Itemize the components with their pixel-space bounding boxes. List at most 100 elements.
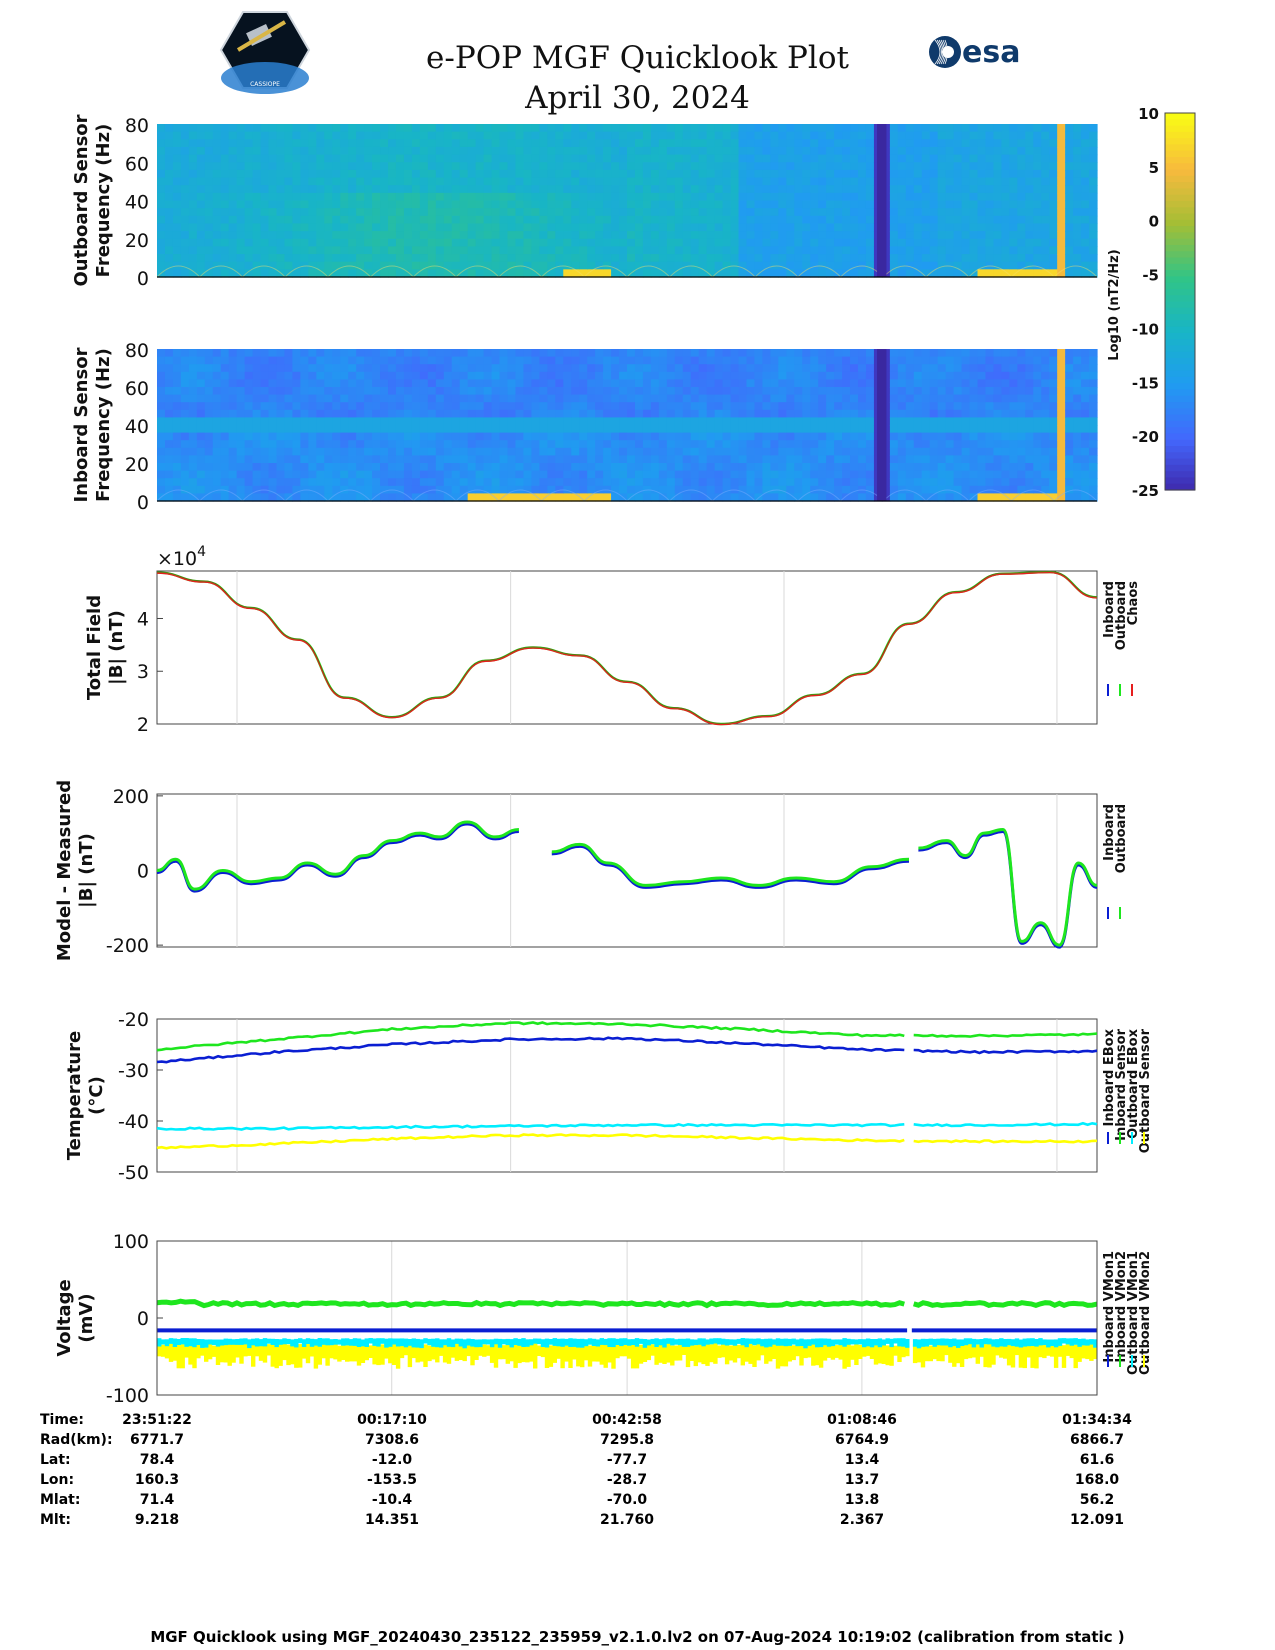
spectrogram-cell	[180, 379, 190, 388]
spectrogram-cell	[212, 231, 222, 240]
spectrogram-cell	[603, 455, 612, 464]
spectrogram-cell	[770, 254, 779, 263]
spectrogram-cell	[1041, 131, 1050, 140]
spectrogram-cell	[834, 463, 843, 472]
spectrogram-cell	[236, 447, 246, 456]
spectrogram-cell	[969, 146, 979, 156]
spectrogram-cell	[945, 387, 955, 396]
spectrogram-cell	[372, 349, 381, 358]
spectrogram-cell	[547, 246, 556, 255]
spectrogram-cell	[380, 169, 389, 179]
spectrogram-cell	[897, 162, 907, 171]
spectrogram-cell	[411, 139, 421, 148]
spectrogram-cell	[204, 402, 214, 411]
spectrogram-cell	[834, 169, 843, 179]
spectrogram-cell	[865, 478, 875, 487]
spectrogram-cell	[961, 200, 971, 209]
spectrogram-cell	[993, 200, 1003, 209]
spectrogram-cell	[714, 394, 724, 403]
spectrogram-cell	[475, 349, 485, 358]
spectrogram-cell	[324, 440, 333, 449]
spectrogram-cell	[563, 208, 572, 217]
spectrogram-cell	[1057, 254, 1066, 263]
spectrogram-cell	[953, 131, 963, 140]
spectrogram-cell	[364, 215, 373, 225]
spectrogram-cell	[563, 154, 572, 163]
spectrogram-cell	[1089, 146, 1098, 156]
spectrogram-cell	[284, 162, 294, 171]
spectrogram-cell	[340, 371, 349, 380]
spectrogram-cell	[850, 215, 859, 225]
spectrogram-cell	[332, 409, 341, 418]
spectrogram-cell	[157, 146, 166, 156]
spectrogram-cell	[403, 185, 413, 194]
spectrogram-cell	[674, 394, 684, 403]
spectrogram-cell	[372, 177, 381, 186]
spectrogram-cell	[810, 425, 819, 434]
spectrogram-cell	[236, 169, 246, 179]
spectrogram-cell	[754, 177, 764, 186]
spectrogram-cell	[539, 154, 548, 163]
spectrogram-cell	[268, 455, 278, 464]
spectrogram-cell	[810, 269, 819, 278]
spectrogram-cell	[435, 493, 445, 502]
spectrogram-cell	[738, 455, 748, 464]
spectrogram-cell	[762, 254, 771, 263]
spectrogram-cell	[435, 177, 445, 186]
spectrogram-cell	[172, 146, 182, 156]
spectrogram-cell	[157, 124, 166, 133]
spectrogram-cell	[539, 269, 548, 278]
spectrogram-cell	[802, 356, 811, 365]
spectrogram-cell	[889, 177, 899, 186]
spectrogram-cell	[634, 124, 644, 133]
spectrogram-cell	[690, 269, 700, 278]
spectrogram-cell	[897, 432, 907, 441]
spectrogram-cell	[579, 440, 588, 449]
spectrogram-cell	[730, 269, 740, 278]
spectrogram-cell	[451, 162, 461, 171]
spectrogram-cell	[730, 478, 740, 487]
spectrogram-cell	[531, 485, 540, 494]
spectrogram-cell	[164, 463, 174, 472]
spectrogram-cell	[1025, 169, 1034, 179]
spectrogram-cell	[746, 432, 756, 441]
spectrogram-cell	[1017, 246, 1026, 255]
spectrogram-cell	[786, 349, 795, 358]
spectrogram-cell	[1009, 208, 1018, 217]
spectrogram-cell	[228, 238, 238, 247]
spectrogram-cell	[579, 463, 588, 472]
voltage-noise-bar	[243, 1342, 248, 1357]
voltage-noise-bar	[172, 1343, 178, 1361]
spectrogram-cell	[180, 417, 190, 426]
spectrogram-cell	[443, 432, 453, 441]
spectrogram-cell	[475, 485, 485, 494]
spectrogram-cell	[619, 154, 628, 163]
spectrogram-cell	[858, 254, 867, 263]
spectrogram-cell	[834, 470, 843, 479]
spectrogram-cell	[746, 177, 756, 186]
spectrogram-cell	[380, 463, 389, 472]
spectrogram-cell	[786, 269, 795, 278]
spectrogram-cell	[603, 139, 612, 148]
spectrogram-cell	[1049, 208, 1058, 217]
spectrogram-cell	[929, 394, 939, 403]
y-axis-label-line: Total Field	[84, 595, 105, 700]
spectrogram-cell	[252, 432, 262, 441]
spectrogram-cell	[427, 192, 437, 202]
spectrogram-cell	[818, 349, 827, 358]
spectrogram-cell	[794, 478, 803, 487]
spectrogram-cell	[1041, 387, 1050, 396]
spectrogram-cell	[1041, 269, 1050, 278]
spectrogram-cell	[794, 364, 803, 373]
spectrogram-cell	[1065, 349, 1074, 358]
spectrogram-cell	[921, 185, 931, 194]
spectrogram-cell	[834, 409, 843, 418]
spectrogram-cell	[1041, 463, 1050, 472]
spectrogram-cell	[666, 417, 676, 426]
colorbar-cell	[1165, 420, 1195, 428]
spectrogram-cell	[435, 379, 445, 388]
spectrogram-cell	[419, 185, 429, 194]
spectrogram-cell	[595, 409, 604, 418]
spectrogram-cell	[706, 169, 716, 179]
spectrogram-cell	[1089, 238, 1098, 247]
